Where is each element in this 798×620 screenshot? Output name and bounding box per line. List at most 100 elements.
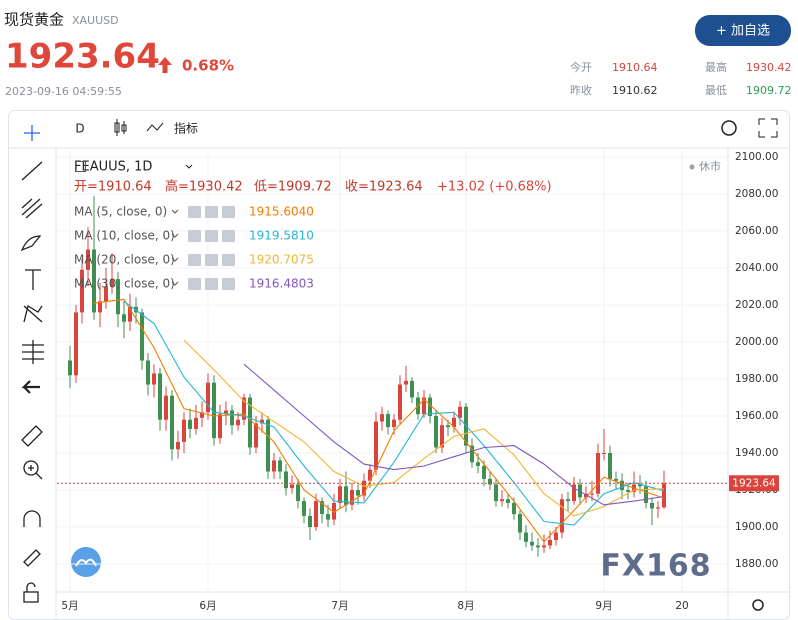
stat-value: 1910.62	[612, 84, 658, 97]
add-button[interactable]	[695, 15, 791, 46]
change-pct: 0.68%	[182, 57, 234, 75]
candle-body	[338, 486, 342, 503]
candle-body	[212, 382, 216, 439]
stat-label: 最高	[705, 60, 727, 74]
candle-body	[194, 417, 198, 429]
ma-legend-button	[188, 230, 201, 242]
ma-line	[183, 339, 665, 517]
candle-body	[158, 373, 162, 420]
y-tick-label: 2100.00	[735, 151, 778, 163]
candle-body	[410, 380, 414, 398]
indicators-button[interactable]: 指标	[174, 121, 198, 136]
candle-body	[116, 279, 120, 315]
last-price-label: 1923.64	[732, 477, 776, 489]
instrument-symbol: XAUUSD	[72, 14, 119, 27]
candle-body	[362, 480, 366, 496]
candle-body	[140, 312, 144, 361]
candle-body	[662, 483, 666, 508]
candle-body	[500, 499, 504, 502]
candle-body	[494, 484, 498, 502]
collapse-button	[75, 161, 86, 172]
candle-body	[434, 416, 438, 448]
ma-legend-button	[205, 206, 218, 218]
y-tick-label: 1880.00	[735, 558, 778, 570]
candle-body	[650, 502, 654, 509]
ohlc-label: 收=1923.64	[345, 180, 423, 195]
candle-body	[542, 545, 546, 548]
x-tick-label: 20	[675, 600, 688, 612]
candle-body	[644, 486, 648, 503]
candle-body	[290, 484, 294, 489]
candle-body	[176, 441, 180, 450]
y-tick-label: 1940.00	[735, 447, 778, 459]
candle-body	[200, 412, 204, 418]
candle-body	[566, 499, 570, 502]
y-tick-label: 2040.00	[735, 262, 778, 274]
stat-value: 1910.64	[612, 61, 658, 74]
stat-value: 1930.42	[746, 61, 792, 74]
ma-legend-button	[222, 278, 235, 290]
candle-body	[356, 490, 360, 496]
y-tick-label: 1980.00	[735, 373, 778, 385]
candle-body	[182, 419, 186, 442]
candle-body	[188, 419, 192, 429]
candle-body	[248, 397, 252, 448]
candle-body	[596, 453, 600, 494]
interval-button[interactable]: D	[75, 122, 84, 136]
candle-body	[440, 425, 444, 448]
ma-legend-button	[222, 254, 235, 266]
change-label: +13.02 (+0.68%)	[437, 180, 552, 195]
ma-legend-button	[205, 230, 218, 242]
candle-body	[326, 514, 330, 520]
candle-body	[512, 502, 516, 515]
x-tick-label: 7月	[331, 600, 348, 612]
candle-body	[104, 286, 108, 302]
x-tick-label: 6月	[199, 600, 216, 612]
watermark: FX168	[600, 549, 711, 584]
candle-type-icon[interactable]	[114, 119, 127, 136]
ma-legend-value: 1915.6040	[249, 205, 314, 219]
ma-legend-button	[222, 206, 235, 218]
fullscreen-icon[interactable]	[758, 118, 778, 138]
add-button-label[interactable]: + 加自选	[716, 24, 770, 39]
candle-body	[128, 306, 132, 322]
candle-body	[254, 423, 258, 448]
x-tick-label: 5月	[61, 600, 78, 612]
ohlc-label: 低=1909.72	[254, 180, 332, 195]
axis-settings-icon[interactable]	[752, 599, 764, 611]
candle-body	[548, 539, 552, 546]
candle-body	[86, 249, 90, 270]
candle-body	[536, 545, 540, 548]
ma-line	[123, 300, 665, 526]
status-dot	[689, 164, 695, 170]
candle-body	[458, 406, 462, 418]
candle-body	[404, 380, 408, 385]
candle-body	[422, 397, 426, 415]
market-status: 休市	[699, 159, 721, 173]
settings-icon[interactable]	[721, 120, 737, 136]
ma-legend-chevron	[171, 233, 179, 238]
candle-body	[332, 502, 336, 520]
candle-body	[392, 419, 396, 428]
candle-body	[452, 417, 456, 428]
indicators-icon[interactable]	[146, 122, 164, 132]
candle-body	[608, 453, 612, 479]
candle-body	[524, 532, 528, 542]
candle-body	[296, 484, 300, 502]
drawing-tools[interactable]	[20, 125, 44, 603]
candle-body	[92, 249, 96, 313]
x-tick-label: 9月	[595, 600, 612, 612]
ma-line	[243, 363, 665, 506]
candle-body	[518, 514, 522, 533]
candle-body	[278, 460, 282, 472]
x-tick-label: 8月	[457, 600, 474, 612]
price: 1923.64	[5, 37, 160, 77]
candle-body	[314, 501, 318, 527]
y-tick-label: 2000.00	[735, 336, 778, 348]
ma-legend-name: MA (5, close, 0)	[74, 205, 167, 219]
candle-body	[602, 453, 606, 454]
ma-legend-button	[205, 254, 218, 266]
candle-body	[626, 490, 630, 492]
candle-body	[386, 414, 390, 428]
